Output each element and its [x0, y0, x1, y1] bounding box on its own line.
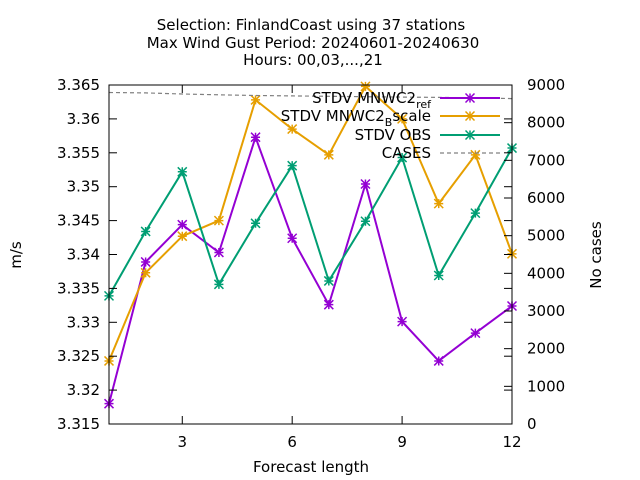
legend-label-main: CASES	[382, 144, 431, 162]
data-point	[323, 149, 334, 160]
y2-tick-label: 5000	[527, 227, 565, 245]
series-line	[108, 134, 513, 404]
data-point	[140, 267, 151, 278]
legend-marker	[464, 92, 476, 104]
data-point	[360, 81, 371, 92]
y-tick-label: 3.355	[57, 144, 100, 162]
data-point	[250, 218, 261, 229]
legend-label-subscript: B	[385, 116, 393, 129]
legend-label: STDV MNWC2Bscale	[281, 107, 431, 129]
y2-axis-label: No cases	[587, 221, 605, 289]
data-point	[287, 233, 298, 244]
legend-marker	[464, 110, 476, 122]
series-stdv-mnwc2-bscale	[103, 81, 518, 366]
title: Selection: FinlandCoast using 37 station…	[147, 16, 480, 69]
data-point	[213, 247, 224, 258]
y-tick-label: 3.33	[67, 313, 100, 331]
y-tick-label: 3.32	[67, 381, 100, 399]
y-tick-label: 3.335	[57, 279, 100, 297]
data-point	[433, 198, 444, 209]
legend-label-main: STDV OBS	[355, 126, 431, 144]
data-point	[397, 152, 408, 163]
title-line-3: Hours: 00,03,...,21	[243, 51, 383, 69]
data-point	[397, 113, 408, 124]
series-stdv-mnwc2-ref	[103, 132, 518, 409]
series-line	[108, 84, 513, 362]
legend-entry: STDV MNWC2ref	[312, 89, 500, 111]
data-point	[323, 299, 334, 310]
data-point	[250, 132, 261, 143]
x-tick-label: 9	[397, 433, 407, 451]
y-tick-label: 3.345	[57, 212, 100, 230]
y-tick-label: 3.325	[57, 347, 100, 365]
data-point	[470, 208, 481, 219]
data-point	[140, 256, 151, 267]
y2-tick-label: 7000	[527, 151, 565, 169]
legend-label: STDV OBS	[355, 126, 431, 144]
title-line-2: Max Wind Gust Period: 20240601-20240630	[147, 34, 480, 52]
data-point	[470, 328, 481, 339]
legend-label-main: STDV MNWC2	[312, 89, 416, 107]
data-point	[287, 124, 298, 135]
data-point	[433, 355, 444, 366]
data-point	[177, 166, 188, 177]
x-tick-label: 12	[502, 433, 521, 451]
legend-entry: CASES	[382, 144, 500, 162]
y-tick-label: 3.315	[57, 415, 100, 433]
data-point	[213, 279, 224, 290]
legend-marker	[464, 129, 476, 141]
y-tick-label: 3.34	[67, 246, 100, 264]
y2-tick-label: 9000	[527, 76, 565, 94]
data-point	[140, 226, 151, 237]
y2-tick-label: 2000	[527, 340, 565, 358]
y2-tick-label: 8000	[527, 114, 565, 132]
y-tick-label: 3.36	[67, 110, 100, 128]
y2-tick-label: 3000	[527, 302, 565, 320]
y2-tick-label: 1000	[527, 377, 565, 395]
series-line	[108, 147, 513, 297]
series-stdv-obs	[103, 143, 518, 301]
legend-label-subscript: ref	[416, 98, 432, 111]
data-point	[397, 316, 408, 327]
legend-label: STDV MNWC2ref	[312, 89, 432, 111]
x-axis-label: Forecast length	[253, 458, 369, 476]
x-tick-label: 6	[287, 433, 297, 451]
title-line-1: Selection: FinlandCoast using 37 station…	[157, 16, 466, 34]
legend-label-main: STDV MNWC2	[281, 107, 385, 125]
data-point	[250, 94, 261, 105]
legend-entry: STDV OBS	[355, 126, 500, 144]
y-tick-label: 3.35	[67, 178, 100, 196]
data-point	[323, 275, 334, 286]
data-point	[360, 178, 371, 190]
data-point	[433, 270, 444, 281]
y-tick-label: 3.365	[57, 76, 100, 94]
plot-area	[103, 81, 518, 409]
data-point	[213, 215, 224, 226]
y-axis-label: m/s	[7, 241, 25, 269]
y2-tick-label: 6000	[527, 189, 565, 207]
y2-tick-label: 0	[527, 415, 537, 433]
data-point	[287, 160, 298, 171]
legend-label: CASES	[382, 144, 431, 162]
legend-entry: STDV MNWC2Bscale	[281, 107, 500, 129]
y2-tick-label: 4000	[527, 264, 565, 282]
legend-label-tail: scale	[392, 107, 431, 125]
data-point	[470, 149, 481, 160]
data-point	[177, 219, 188, 230]
axes: 3.315 3.32 3.325 3.33 3.335 3.34 3.345 3.35 3.35…	[57, 76, 565, 451]
data-point	[177, 231, 188, 242]
data-point	[360, 216, 371, 227]
x-tick-label: 3	[177, 433, 187, 451]
